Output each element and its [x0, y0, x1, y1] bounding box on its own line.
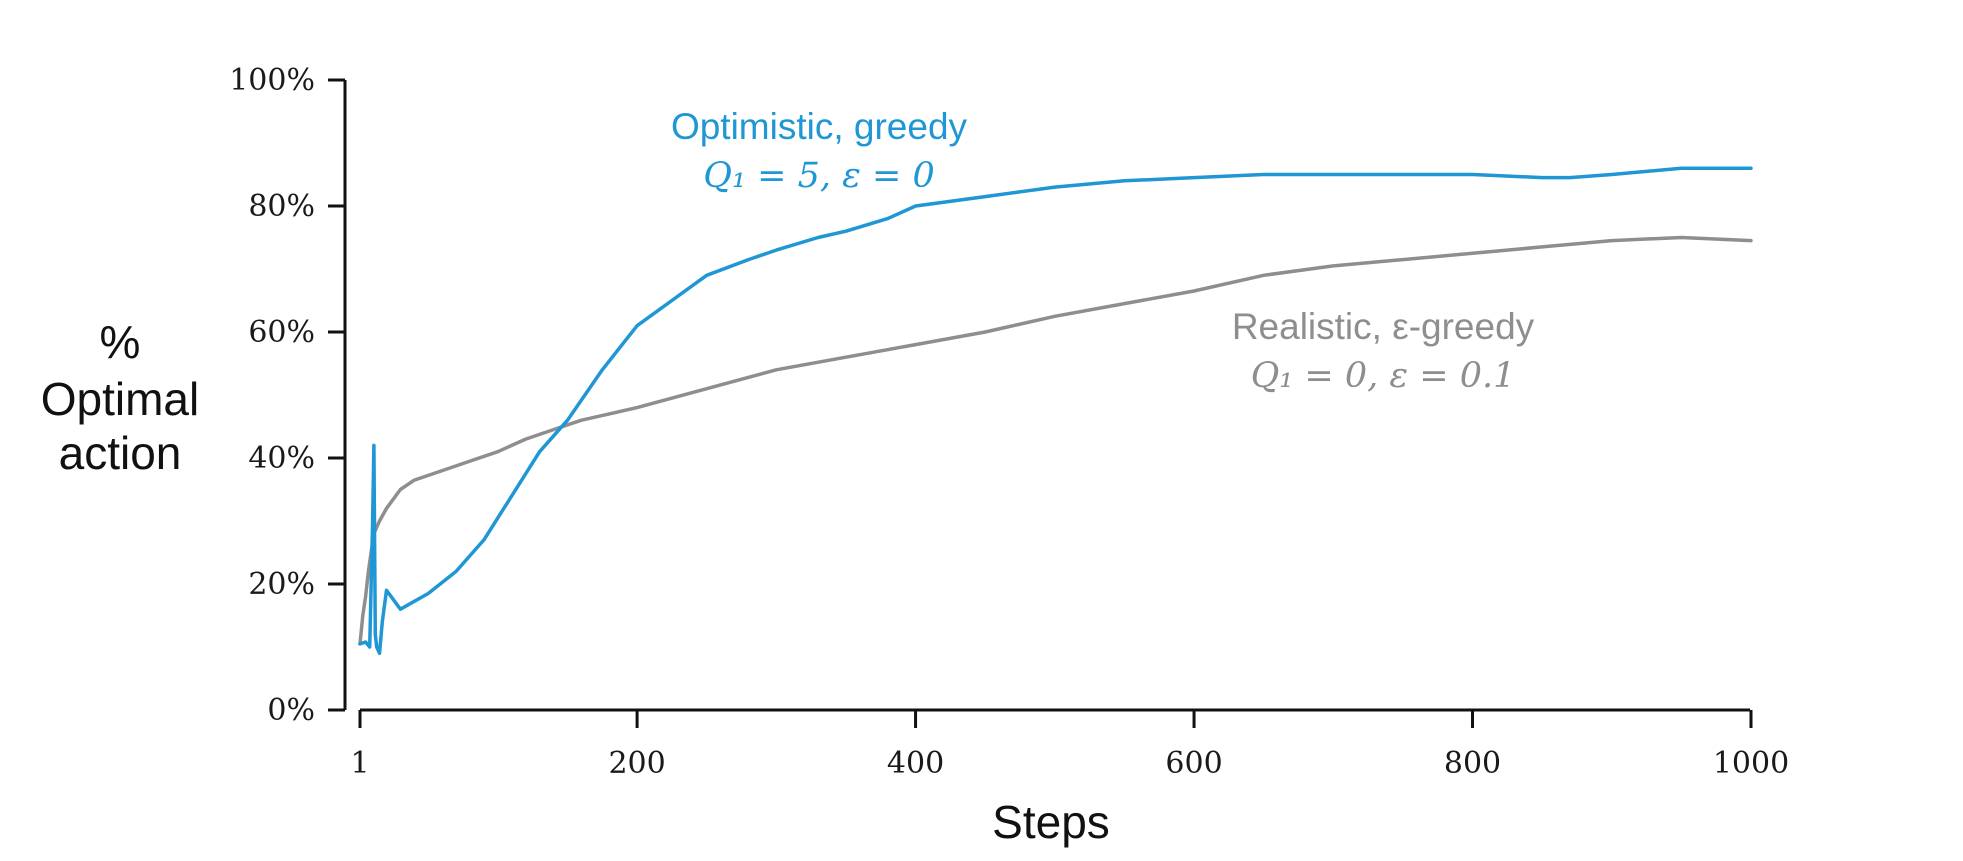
y-ticks: 0% 20% 40% 60% 80% 100% [229, 63, 345, 728]
y-tick-label: 20% [248, 567, 315, 602]
annotation-optimistic-title: Optimistic, greedy [671, 106, 968, 147]
x-tick-label: 200 [608, 746, 665, 781]
y-axis-title-line-1: % [100, 316, 141, 368]
x-axis-title: Steps [992, 796, 1110, 848]
y-tick-label: 40% [248, 441, 315, 476]
series-line-realistic-epsilon-greedy [358, 235, 1753, 646]
x-ticks: 1 200 400 600 800 1000 [350, 710, 1789, 781]
y-tick-label: 0% [267, 693, 315, 728]
annotation-realistic-title: Realistic, ε-greedy [1232, 306, 1535, 347]
x-tick-label: 400 [887, 746, 944, 781]
series-layer [358, 166, 1753, 656]
x-tick-label: 600 [1165, 746, 1222, 781]
annotation-realistic-formula: Q₁ = 0, ε = 0.1 [1251, 356, 1516, 396]
y-axis-title-line-2: Optimal [41, 373, 199, 425]
annotation-realistic: Realistic, ε-greedy Q₁ = 0, ε = 0.1 [1232, 306, 1535, 396]
series-line-optimistic-greedy [358, 166, 1753, 656]
y-tick-label: 80% [248, 189, 315, 224]
annotation-optimistic: Optimistic, greedy Q₁ = 5, ε = 0 [671, 106, 968, 196]
x-tick-label: 1000 [1713, 746, 1789, 781]
y-tick-label: 60% [248, 315, 315, 350]
y-tick-label: 100% [229, 63, 315, 98]
annotation-optimistic-formula: Q₁ = 5, ε = 0 [703, 156, 934, 196]
y-axis-title-line-3: action [59, 427, 182, 479]
x-tick-label: 1 [350, 746, 369, 781]
x-tick-label: 800 [1444, 746, 1501, 781]
y-axis-title: % Optimal action [41, 316, 199, 479]
